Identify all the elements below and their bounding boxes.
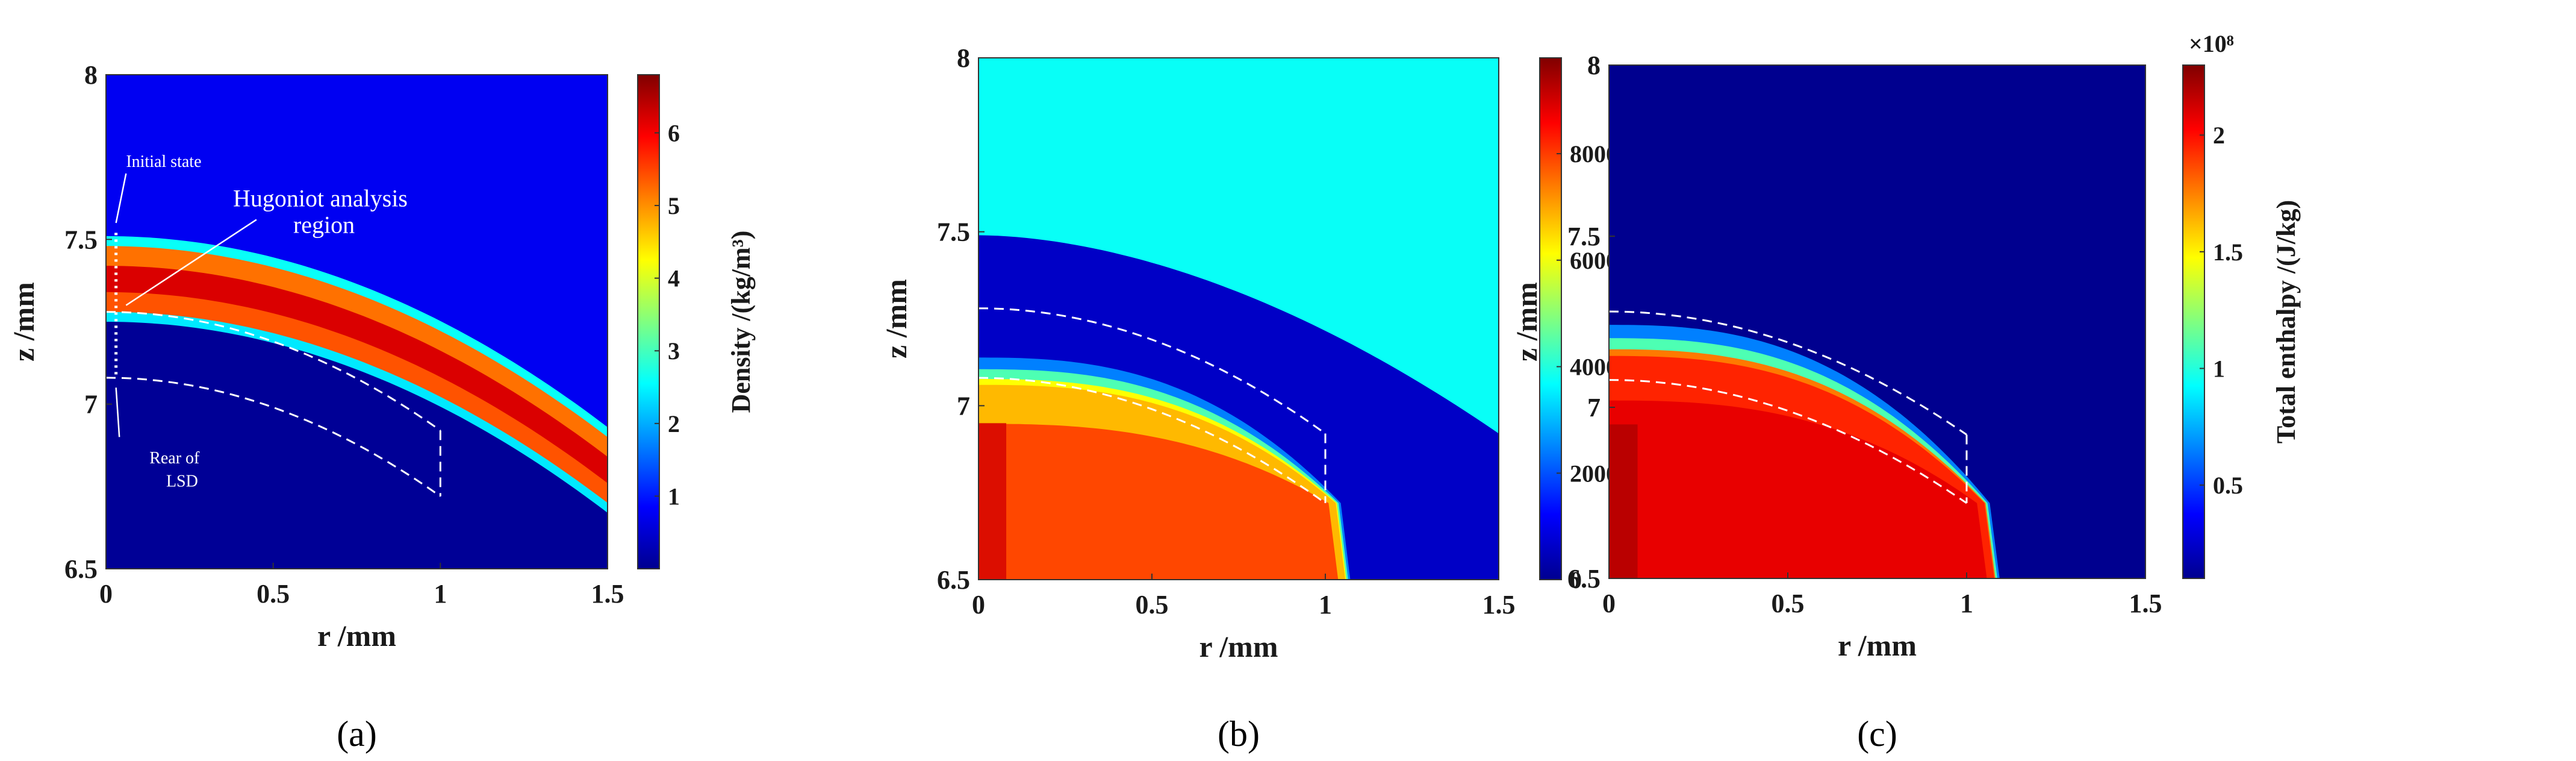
annotation-0: Initial state (126, 152, 201, 171)
y-tick-label: 7 (84, 390, 98, 419)
x-tick-label: 1 (1960, 589, 1973, 618)
y-tick-label: 8 (957, 43, 970, 73)
colorbar-tick-label: 2 (668, 410, 680, 437)
x-tick-label: 0 (1602, 589, 1616, 618)
annotation-2: region (293, 211, 355, 238)
y-tick-label: 8 (1587, 51, 1601, 80)
x-tick-label: 1.5 (591, 579, 624, 609)
panel-caption: (c) (1857, 714, 1897, 754)
colorbar-label: Total enthalpy /(J/kg) (2271, 200, 2301, 443)
hugoniot-outer-boundary (978, 307, 1326, 434)
colorbar-tick-label: 3 (668, 337, 680, 365)
x-tick-label: 0.5 (257, 579, 290, 609)
hugoniot-outer-boundary (1608, 310, 1967, 436)
colorbar-multiplier: ×10⁸ (2189, 30, 2234, 57)
panel-caption: (b) (1218, 714, 1260, 754)
colorbar-tick-label: 5 (668, 192, 680, 219)
hugoniot-outer-boundary (105, 311, 441, 431)
y-tick-label: 7.5 (937, 218, 970, 247)
colorbar-label: Density /(kg/m³) (726, 231, 756, 413)
x-tick-label: 1.5 (1482, 590, 1516, 619)
y-axis-label: z /mm (879, 279, 913, 359)
colorbar-tick-label: 1 (2213, 355, 2225, 382)
rarefied-core (106, 322, 608, 569)
y-tick-label: 7 (1587, 393, 1601, 422)
hot-core-inner (978, 424, 1339, 580)
panel-c: 0 0.5 1 1.5 6.5 7 7.5 8 r /mm z /mm 0.5 1 1.5 2 ×10⁸ To… (1510, 30, 2301, 754)
annotation-leader-rear (115, 387, 120, 437)
colorbar-tick-label: 0.5 (2213, 472, 2243, 499)
hugoniot-inner-boundary (105, 377, 441, 497)
annotation-leader-initial (115, 173, 127, 224)
colorbar-tick-label: 4 (668, 265, 680, 292)
plot-area (978, 58, 1499, 580)
y-tick-label: 7.5 (1567, 222, 1601, 251)
y-axis-label: z /mm (1510, 282, 1543, 362)
x-tick-label: 1.5 (2129, 589, 2162, 618)
x-tick-label: 0.5 (1772, 589, 1805, 618)
plot-frame (978, 57, 1499, 580)
y-tick-label: 6.5 (64, 554, 98, 584)
colorbar-tick-label: 1 (668, 483, 680, 510)
colorbar-tick-label: 6 (668, 119, 680, 146)
colorbar-tick-label: 0 (1570, 566, 1582, 593)
plot-area (1609, 65, 2145, 578)
y-tick-label: 7.5 (64, 225, 98, 254)
colorbar-tick-label: 2 (2213, 122, 2225, 149)
axis-hot-streak (1609, 424, 1638, 578)
y-tick-label: 8 (84, 60, 98, 90)
axis-hot-streak (978, 423, 1007, 580)
hugoniot-inner-boundary (1608, 379, 1967, 504)
annotation-1: Hugoniot analysis (233, 185, 408, 212)
panel-caption: (a) (337, 714, 377, 754)
x-tick-label: 0.5 (1136, 590, 1169, 619)
x-tick-label: 0 (972, 590, 985, 619)
annotation-3: Rear of (149, 449, 200, 468)
y-axis-label: z /mm (7, 282, 40, 362)
x-axis-label: r /mm (1838, 628, 1917, 662)
x-tick-label: 1 (1319, 590, 1332, 619)
x-tick-label: 1 (434, 579, 447, 609)
colorbar (1539, 57, 1562, 580)
y-tick-label: 6.5 (1567, 564, 1601, 593)
x-axis-label: r /mm (1199, 630, 1278, 663)
x-axis-label: r /mm (317, 619, 396, 653)
annotation-4: LSD (166, 472, 198, 490)
y-tick-label: 7 (957, 391, 970, 421)
hugoniot-inner-boundary (978, 377, 1326, 504)
annotation-leader-hugoniot (125, 219, 257, 306)
colorbar (637, 74, 660, 569)
plot-area (106, 75, 608, 569)
y-tick-label: 6.5 (937, 565, 970, 595)
colorbar (2182, 64, 2205, 579)
hot-core-inner (1609, 400, 1987, 578)
x-tick-label: 0 (99, 579, 113, 609)
colorbar-tick-label: 1.5 (2213, 239, 2243, 266)
panel-b: 0 0.5 1 1.56.577.58r /mmz /mm02000400060008… (879, 43, 1658, 754)
plot-frame (105, 74, 608, 569)
plot-frame (1608, 64, 2146, 579)
